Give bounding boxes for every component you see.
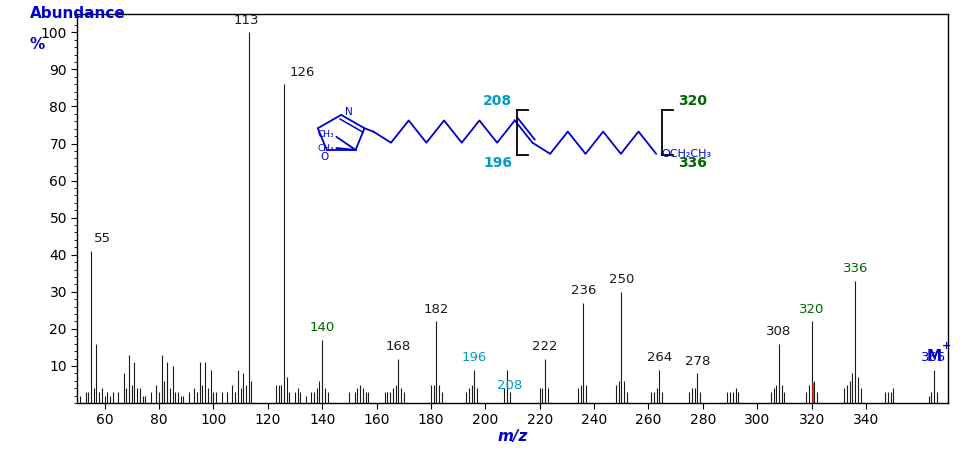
Text: 250: 250 <box>608 273 634 286</box>
Text: CH₃: CH₃ <box>317 130 334 139</box>
Text: 196: 196 <box>484 157 513 170</box>
Text: 208: 208 <box>497 379 522 392</box>
Text: 140: 140 <box>309 322 335 334</box>
Text: 113: 113 <box>233 14 259 27</box>
Text: Abundance: Abundance <box>30 6 126 21</box>
Text: 222: 222 <box>533 340 558 353</box>
Text: 336: 336 <box>678 157 707 170</box>
Text: CH₃: CH₃ <box>317 143 334 153</box>
Text: N: N <box>345 107 353 117</box>
Text: 196: 196 <box>462 351 487 364</box>
Text: 182: 182 <box>424 303 449 316</box>
Text: M: M <box>926 349 942 364</box>
Text: 308: 308 <box>767 325 792 338</box>
Text: +: + <box>942 341 952 351</box>
Text: 236: 236 <box>571 284 596 297</box>
Text: OCH₂CH₃: OCH₂CH₃ <box>661 149 712 159</box>
Text: 126: 126 <box>289 65 315 79</box>
Text: 278: 278 <box>685 355 710 368</box>
Text: 365: 365 <box>922 351 947 364</box>
Text: 208: 208 <box>483 94 513 108</box>
Text: O: O <box>320 152 328 162</box>
Text: 168: 168 <box>386 340 411 353</box>
Text: 55: 55 <box>94 233 110 245</box>
X-axis label: m/z: m/z <box>497 429 528 444</box>
Text: 320: 320 <box>799 303 824 316</box>
Text: 264: 264 <box>647 351 672 364</box>
Text: 320: 320 <box>678 94 707 108</box>
Text: 336: 336 <box>842 262 867 275</box>
Text: %: % <box>30 37 44 52</box>
